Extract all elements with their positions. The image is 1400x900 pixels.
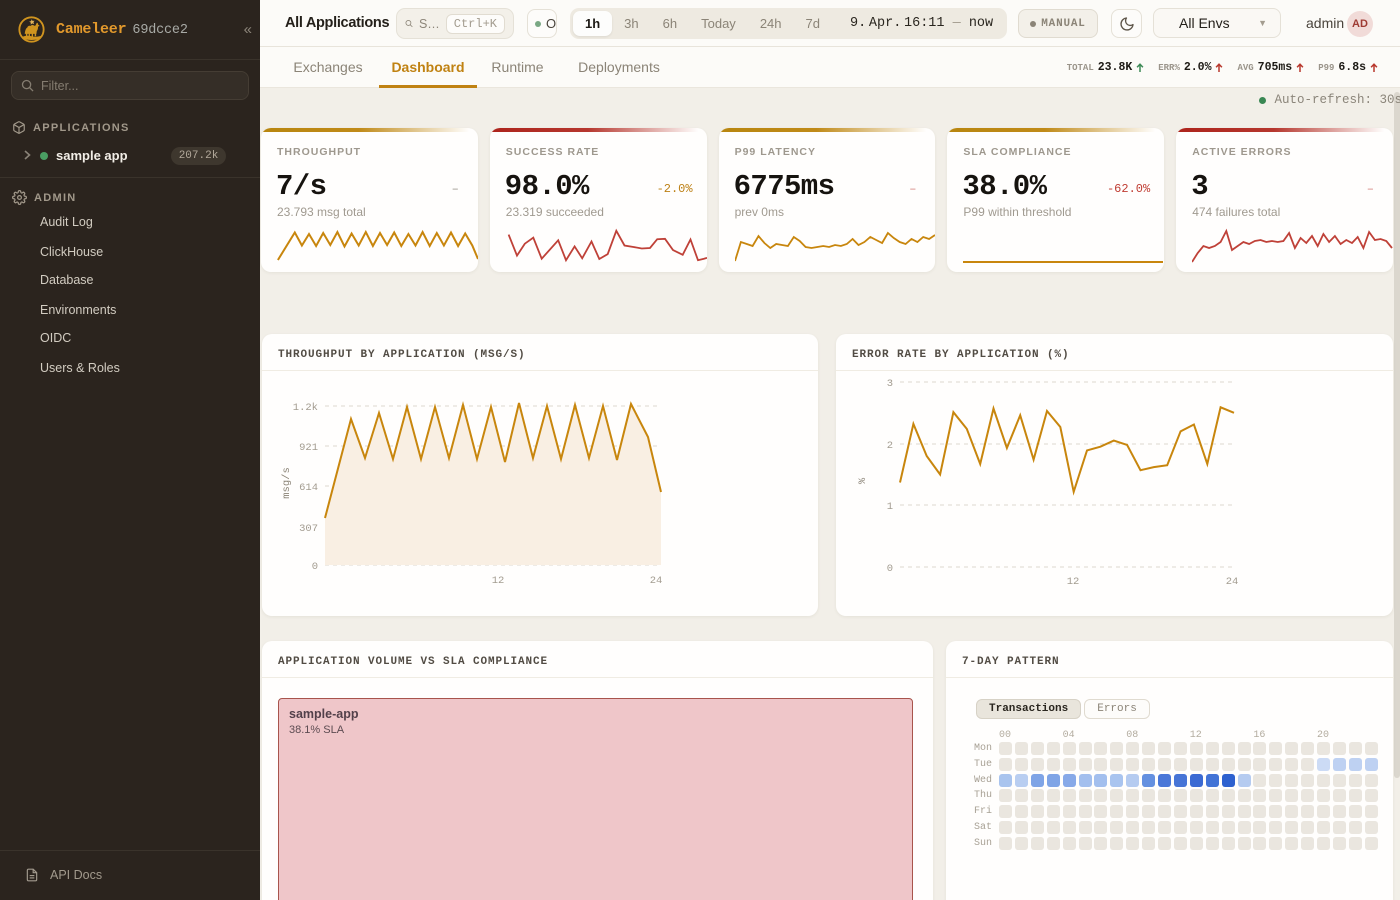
svg-text:1.2k: 1.2k: [293, 402, 318, 414]
svg-text:3: 3: [887, 378, 893, 390]
svg-text:0: 0: [312, 561, 318, 573]
svg-text:1: 1: [887, 501, 893, 513]
svg-text:307: 307: [299, 523, 318, 535]
svg-text:2: 2: [887, 440, 893, 452]
svg-text:921: 921: [299, 442, 318, 454]
svg-text:msg/s: msg/s: [281, 467, 293, 499]
svg-text:24: 24: [650, 575, 663, 587]
svg-text:%: %: [857, 477, 869, 484]
svg-text:24: 24: [1226, 576, 1239, 588]
svg-text:12: 12: [1067, 576, 1080, 588]
svg-text:0: 0: [887, 563, 893, 575]
svg-text:614: 614: [299, 482, 318, 494]
svg-text:12: 12: [492, 575, 505, 587]
